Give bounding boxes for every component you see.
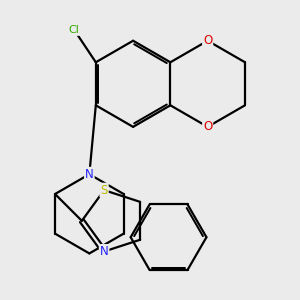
Text: N: N	[85, 168, 94, 181]
Text: Cl: Cl	[69, 25, 80, 35]
Text: S: S	[100, 184, 108, 197]
Text: O: O	[203, 120, 212, 133]
Text: O: O	[203, 34, 212, 47]
Text: N: N	[100, 245, 109, 258]
